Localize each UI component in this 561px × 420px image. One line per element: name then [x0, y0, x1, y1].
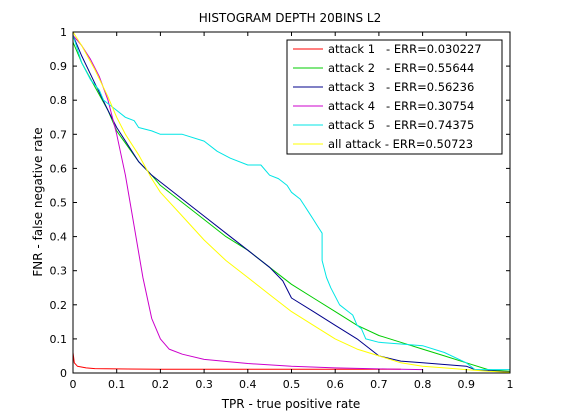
legend-label-2: attack 2 - ERR=0.55644 [328, 61, 474, 75]
legend-box [286, 39, 503, 155]
chart-title: HISTOGRAM DEPTH 20BINS L2 [199, 11, 381, 25]
legend: attack 1 - ERR=0.030227 attack 2 - ERR=0.… [286, 39, 503, 155]
y-tick-label: 1 [60, 26, 67, 39]
series-line-6 [72, 31, 511, 373]
y-tick-label: 0.5 [50, 197, 68, 210]
y-tick-label: 0.4 [50, 231, 68, 244]
x-tick-label: 0.1 [108, 378, 126, 391]
x-axis-title: TPR - true positive rate [221, 397, 361, 411]
series-line-3 [72, 35, 511, 373]
y-tick-label: 0.9 [50, 60, 68, 73]
x-tick-label: 0.8 [414, 378, 432, 391]
x-tick-label: 0.9 [458, 378, 476, 391]
legend-label-6: all attack - ERR=0.50723 [328, 137, 473, 151]
legend-label-3: attack 3 - ERR=0.56236 [328, 80, 474, 94]
x-tick-label: 0.4 [239, 378, 257, 391]
y-axis-title: FNR - false negative rate [31, 127, 45, 276]
legend-label-5: attack 5 - ERR=0.74375 [328, 118, 474, 132]
x-tick-label: 1 [507, 378, 514, 391]
y-tick-label: 0 [60, 367, 67, 380]
y-tick-label: 0.7 [50, 128, 68, 141]
x-tick-label: 0.3 [195, 378, 213, 391]
series-layer [72, 31, 511, 373]
x-tick-label: 0.5 [283, 378, 301, 391]
x-tick-label: 0.6 [326, 378, 344, 391]
legend-label-1: attack 1 - ERR=0.030227 [328, 42, 482, 56]
x-tick-label: 0 [70, 378, 77, 391]
x-tick-label: 0.7 [370, 378, 388, 391]
tick-layer: 0 0.1 0.2 0.3 0.4 0.5 0.6 0.7 0.8 0.9 1 0 0.1 0.2 0.3 0… [50, 26, 514, 391]
y-tick-label: 0.6 [50, 162, 68, 175]
y-tick-label: 0.1 [50, 333, 68, 346]
y-tick-label: 0.2 [50, 299, 68, 312]
series-line-5 [72, 35, 510, 371]
series-line-4 [72, 35, 423, 371]
x-tick-label: 0.2 [152, 378, 170, 391]
legend-label-4: attack 4 - ERR=0.30754 [328, 99, 474, 113]
y-tick-label: 0.8 [50, 94, 68, 107]
y-tick-label: 0.3 [50, 265, 68, 278]
